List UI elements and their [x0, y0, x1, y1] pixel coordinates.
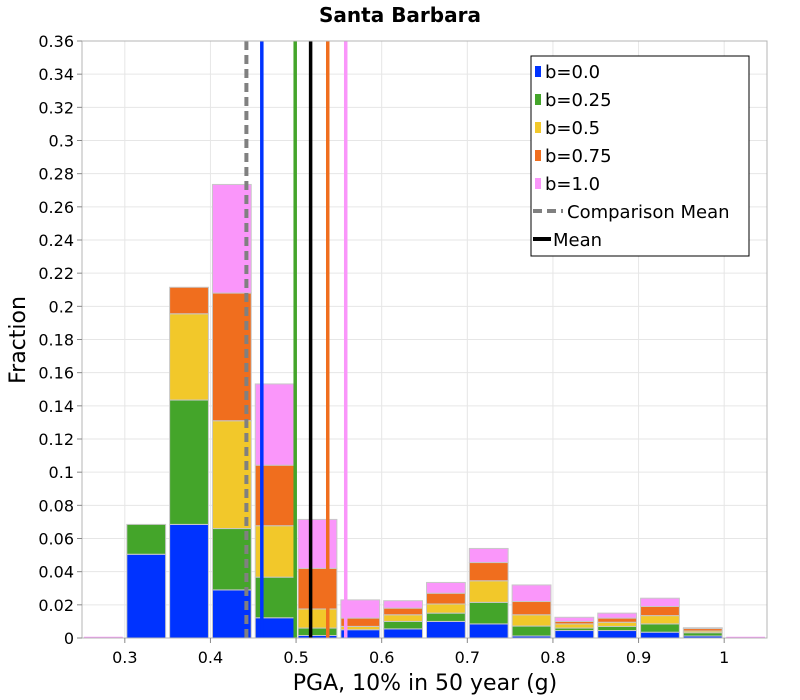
bar-segment-b0: [383, 628, 423, 639]
bar-segment-b0: [468, 623, 509, 639]
chart-title: Santa Barbara: [319, 3, 481, 27]
bar-segment-b05: [554, 623, 595, 629]
bar-segment-b0: [554, 630, 595, 639]
bar-segment-b05: [640, 615, 680, 625]
y-tick-label: 0.12: [38, 430, 74, 449]
y-tick-label: 0.02: [38, 596, 74, 615]
legend-label: b=0.5: [545, 118, 600, 139]
bar-segment-b05: [426, 603, 466, 614]
y-tick-label: 0.22: [38, 264, 74, 283]
y-axis-label: Fraction: [6, 296, 31, 384]
bar-segment-b075: [597, 617, 638, 623]
bar-segment-b075: [169, 286, 209, 315]
bar-segment-b075: [426, 592, 466, 605]
bar-segment-b1: [297, 518, 338, 569]
x-tick-label: 0.3: [112, 648, 137, 667]
bar-segment-b1: [554, 616, 595, 622]
x-tick-label: 0.6: [369, 648, 394, 667]
bar-segment-b025: [597, 625, 638, 632]
legend-swatch-b025: [535, 94, 541, 105]
legend-swatch-b0: [535, 66, 541, 77]
y-tick-label: 0.36: [38, 32, 74, 51]
bar-segment-b1: [511, 584, 552, 603]
bar-segment-b025: [383, 620, 423, 630]
bar-segment-b1: [383, 600, 423, 609]
bar-segment-b025: [468, 601, 509, 625]
bar-segment-b075: [640, 605, 680, 617]
y-tick-label: 0.34: [38, 65, 74, 84]
x-tick-label: 0.7: [455, 648, 480, 667]
mean-lines: [244, 41, 348, 638]
y-tick-label: 0.28: [38, 165, 74, 184]
bar-segment-b075: [468, 562, 509, 582]
bar-segment-b1: [426, 581, 466, 594]
bar-segment-b025: [297, 627, 338, 637]
bar-segment-b0: [126, 553, 167, 639]
bar-segment-b05: [468, 580, 509, 603]
x-tick-label: 0.9: [626, 648, 651, 667]
y-tick-label: 0.26: [38, 198, 74, 217]
x-tick-label: 0.5: [283, 648, 308, 667]
y-axis-ticks: 0 0.02 0.04 0.06 0.08 0.1 0.12 0.14 0.16 0.18 0.2 0…: [38, 32, 82, 648]
bar-segment-b1: [597, 612, 638, 619]
bar-segment-b0: [426, 620, 466, 639]
bar-segment-b05: [511, 614, 552, 627]
y-tick-label: 0.32: [38, 98, 74, 117]
y-tick-label: 0.2: [49, 297, 74, 316]
y-tick-label: 0: [64, 629, 74, 648]
legend-label: Mean: [553, 230, 602, 251]
x-tick-label: 0.8: [540, 648, 565, 667]
legend-swatch-b1: [535, 178, 541, 189]
legend-swatch-b05: [535, 122, 541, 133]
legend-swatch-b075: [535, 150, 541, 161]
bar-segment-b05: [169, 313, 209, 401]
legend: b=0.0 b=0.25 b=0.5 b=0.75 b=1.0 Comparison Me…: [530, 55, 750, 257]
legend-label: b=1.0: [545, 174, 600, 195]
x-tick-label: 0.4: [198, 648, 223, 667]
bar-segment-b025: [511, 625, 552, 637]
legend-label: b=0.0: [545, 62, 600, 83]
x-axis-ticks: 0.3 0.4 0.5 0.6 0.7 0.8 0.9 1: [112, 638, 729, 667]
bar-segment-b025: [126, 523, 167, 555]
y-tick-label: 0.04: [38, 563, 74, 582]
bar-segment-b0: [640, 631, 680, 639]
legend-label: Comparison Mean: [567, 202, 730, 223]
y-tick-label: 0.24: [38, 231, 74, 250]
x-tick-label: 1: [719, 648, 729, 667]
bar-segment-b025: [640, 623, 680, 633]
y-tick-label: 0.06: [38, 530, 74, 549]
bar-segment-b075: [511, 601, 552, 616]
bar-segment-b1: [682, 627, 723, 630]
y-tick-label: 0.18: [38, 331, 74, 350]
bar-segment-b075: [383, 607, 423, 616]
bar-segment-b1: [340, 599, 381, 619]
y-tick-label: 0.16: [38, 364, 74, 383]
bar-segment-b05: [297, 608, 338, 629]
y-tick-label: 0.08: [38, 496, 74, 515]
y-tick-label: 0.14: [38, 397, 74, 416]
bar-segment-b0: [597, 630, 638, 639]
legend-label: b=0.25: [545, 90, 612, 111]
bar-segment-b1: [468, 547, 509, 564]
x-axis-label: PGA, 10% in 50 year (g): [293, 671, 557, 696]
legend-label: b=0.75: [545, 146, 612, 167]
legend-box: [530, 55, 750, 257]
y-tick-label: 0.3: [49, 132, 74, 151]
bar-segment-b025: [169, 399, 209, 525]
bar-segment-b1: [640, 597, 680, 607]
y-tick-label: 0.1: [49, 463, 74, 482]
bar-segment-b075: [297, 567, 338, 610]
bar-segment-b0: [169, 523, 209, 639]
bar-segment-b05: [383, 614, 423, 622]
bar-segment-b025: [426, 612, 466, 622]
bar-segment-b05: [597, 621, 638, 627]
